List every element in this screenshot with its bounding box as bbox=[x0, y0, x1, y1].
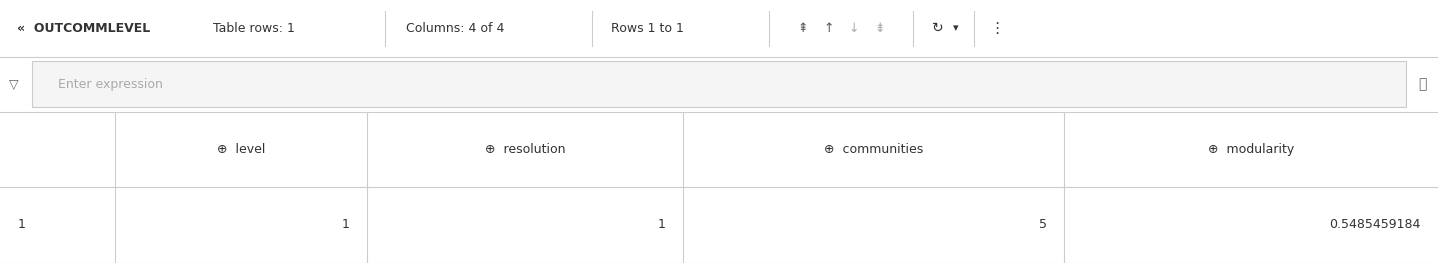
Text: Enter expression: Enter expression bbox=[58, 78, 162, 91]
Text: ↓: ↓ bbox=[848, 22, 860, 35]
Text: ▾: ▾ bbox=[953, 23, 959, 33]
Text: ⇟: ⇟ bbox=[874, 22, 886, 35]
Text: ⊕  communities: ⊕ communities bbox=[824, 143, 923, 156]
Text: 0.5485459184: 0.5485459184 bbox=[1329, 218, 1421, 231]
Text: ⊕  modularity: ⊕ modularity bbox=[1208, 143, 1294, 156]
Text: 5: 5 bbox=[1038, 218, 1047, 231]
Text: Table rows: 1: Table rows: 1 bbox=[213, 22, 295, 35]
Text: ⊕  level: ⊕ level bbox=[217, 143, 265, 156]
Bar bbox=[32, 61, 1406, 107]
Text: ▽: ▽ bbox=[9, 78, 19, 91]
Text: 1: 1 bbox=[342, 218, 349, 231]
Text: ↻: ↻ bbox=[932, 21, 943, 35]
Text: «  OUTCOMMLEVEL: « OUTCOMMLEVEL bbox=[17, 22, 151, 35]
Bar bbox=[0, 187, 1438, 263]
Text: ⇞: ⇞ bbox=[797, 22, 808, 35]
Text: ↑: ↑ bbox=[823, 22, 834, 35]
Text: ⊕  resolution: ⊕ resolution bbox=[485, 143, 565, 156]
Bar bbox=[0, 0, 1438, 57]
Text: 1: 1 bbox=[17, 218, 24, 231]
Text: Rows 1 to 1: Rows 1 to 1 bbox=[611, 22, 684, 35]
Text: ⌕: ⌕ bbox=[1418, 77, 1426, 91]
Text: ⋮: ⋮ bbox=[989, 21, 1005, 36]
Bar bbox=[0, 112, 1438, 187]
Text: 1: 1 bbox=[659, 218, 666, 231]
Text: Columns: 4 of 4: Columns: 4 of 4 bbox=[406, 22, 503, 35]
